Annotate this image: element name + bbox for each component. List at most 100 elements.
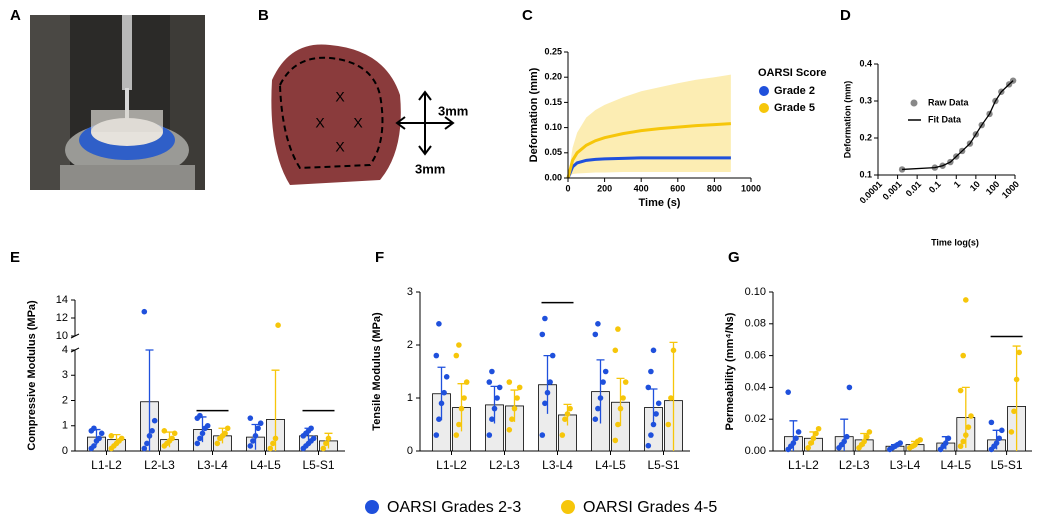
fit-line bbox=[902, 80, 1014, 171]
x-tick-label: L1-L2 bbox=[436, 458, 467, 472]
data-point bbox=[1011, 408, 1017, 415]
y-tick-label: 12 bbox=[56, 312, 68, 324]
data-point bbox=[844, 433, 850, 440]
y-tick-label: 0 bbox=[62, 445, 68, 457]
y-tick-label: 3 bbox=[407, 286, 413, 298]
data-point bbox=[453, 352, 460, 359]
data-point bbox=[815, 425, 822, 432]
data-point bbox=[161, 428, 168, 434]
data-point bbox=[270, 440, 276, 447]
y-tick-label: 0.05 bbox=[544, 147, 562, 157]
data-point bbox=[965, 424, 972, 430]
legend-marker bbox=[759, 86, 769, 96]
data-point bbox=[461, 395, 467, 401]
data-point bbox=[516, 384, 523, 391]
data-point bbox=[204, 422, 211, 429]
data-point bbox=[197, 412, 203, 419]
data-point bbox=[595, 321, 601, 327]
legend-label: OARSI Grades 2-3 bbox=[387, 499, 521, 516]
data-point bbox=[653, 411, 659, 417]
data-point bbox=[559, 432, 566, 438]
data-point bbox=[600, 379, 606, 385]
data-point bbox=[650, 421, 657, 428]
photo-a bbox=[30, 15, 205, 190]
line bbox=[566, 156, 731, 179]
data-point bbox=[146, 433, 153, 439]
scale-label: 3mm bbox=[415, 161, 445, 176]
data-point bbox=[650, 347, 657, 354]
data-point bbox=[648, 432, 654, 438]
data-point bbox=[996, 435, 1002, 442]
x-tick-label: 10 bbox=[968, 179, 982, 193]
x-tick-label: 1 bbox=[952, 179, 963, 190]
data-point bbox=[486, 379, 493, 385]
data-point bbox=[141, 308, 148, 315]
y-tick-label: 10 bbox=[56, 330, 68, 342]
data-point bbox=[592, 331, 599, 338]
data-point bbox=[963, 297, 969, 303]
data-point bbox=[539, 331, 546, 338]
data-point bbox=[494, 395, 500, 401]
data-point bbox=[617, 405, 624, 412]
data-point bbox=[96, 435, 102, 442]
x-tick-label: L1-L2 bbox=[788, 458, 819, 472]
data-point bbox=[957, 443, 964, 450]
legend-label: Raw Data bbox=[928, 97, 970, 107]
data-point bbox=[463, 379, 470, 385]
data-point bbox=[999, 427, 1005, 434]
data-point bbox=[988, 419, 995, 426]
error-bar bbox=[1012, 345, 1021, 451]
x-tick-label: 0.001 bbox=[881, 179, 904, 202]
data-point bbox=[514, 395, 520, 401]
data-point bbox=[615, 421, 621, 428]
data-point bbox=[612, 347, 619, 354]
legend-marker bbox=[759, 103, 769, 113]
data-point bbox=[813, 430, 819, 437]
data-point bbox=[960, 438, 966, 445]
legend-label: Grade 2 bbox=[774, 85, 815, 97]
data-point bbox=[433, 352, 440, 359]
x-tick-label: 100 bbox=[984, 179, 1002, 197]
error-bar bbox=[840, 418, 849, 451]
data-point bbox=[255, 425, 261, 432]
data-point bbox=[795, 429, 802, 435]
x-tick-label: L5-S1 bbox=[991, 458, 1023, 472]
error-bar bbox=[437, 366, 446, 421]
data-point bbox=[549, 352, 556, 359]
data-point bbox=[620, 395, 626, 401]
data-point bbox=[597, 395, 604, 401]
y-tick-label: 0.00 bbox=[745, 445, 766, 457]
data-point bbox=[861, 438, 867, 445]
data-point bbox=[222, 430, 228, 437]
data-point bbox=[275, 322, 281, 329]
data-point bbox=[945, 435, 952, 442]
data-point bbox=[542, 400, 548, 407]
data-point bbox=[960, 352, 966, 359]
data-point bbox=[665, 421, 672, 428]
data-point bbox=[267, 445, 274, 452]
data-point bbox=[511, 405, 518, 412]
y-tick-label: 0.1 bbox=[859, 169, 872, 179]
data-point bbox=[1013, 376, 1020, 383]
data-point bbox=[224, 425, 231, 432]
panel-label: F bbox=[375, 249, 384, 266]
error-band bbox=[568, 74, 731, 178]
x-tick-label: 0.1 bbox=[927, 179, 943, 195]
data-point bbox=[456, 421, 462, 428]
y-tick-label: 1 bbox=[407, 392, 413, 404]
x-tick-label: 600 bbox=[670, 183, 685, 193]
data-point bbox=[622, 379, 629, 385]
data-point bbox=[612, 437, 619, 444]
data-point bbox=[866, 429, 873, 435]
panel-label: E bbox=[10, 249, 20, 266]
photo-mark: X bbox=[335, 139, 345, 155]
data-point bbox=[436, 416, 442, 423]
legend-title: OARSI Score bbox=[758, 67, 826, 79]
data-point bbox=[433, 432, 440, 438]
y-tick-label: 0.06 bbox=[745, 350, 766, 362]
y-tick-label: 2 bbox=[62, 394, 68, 406]
y-tick-label: 3 bbox=[62, 369, 68, 381]
data-point bbox=[310, 435, 317, 442]
data-point bbox=[790, 440, 797, 446]
